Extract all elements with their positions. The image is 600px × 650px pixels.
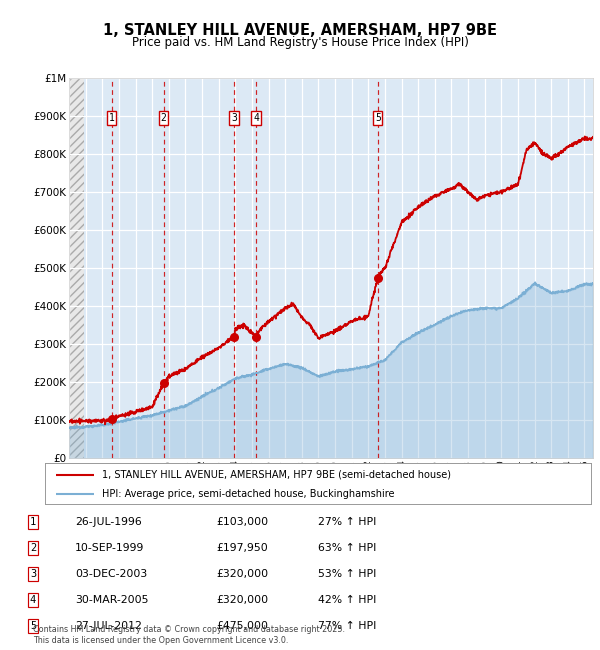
- Text: Contains HM Land Registry data © Crown copyright and database right 2025.
This d: Contains HM Land Registry data © Crown c…: [33, 625, 345, 645]
- Text: 27-JUL-2012: 27-JUL-2012: [75, 621, 142, 631]
- Text: 03-DEC-2003: 03-DEC-2003: [75, 569, 147, 579]
- Text: 27% ↑ HPI: 27% ↑ HPI: [318, 517, 376, 527]
- Text: £475,000: £475,000: [216, 621, 268, 631]
- Text: 2: 2: [161, 113, 167, 123]
- Text: 63% ↑ HPI: 63% ↑ HPI: [318, 543, 376, 553]
- Text: 4: 4: [253, 113, 259, 123]
- Text: Price paid vs. HM Land Registry's House Price Index (HPI): Price paid vs. HM Land Registry's House …: [131, 36, 469, 49]
- Text: 3: 3: [30, 569, 36, 579]
- Text: 1: 1: [30, 517, 36, 527]
- Text: 5: 5: [375, 113, 381, 123]
- Text: 2: 2: [30, 543, 36, 553]
- Text: £197,950: £197,950: [216, 543, 268, 553]
- Text: 1: 1: [109, 113, 115, 123]
- Text: 30-MAR-2005: 30-MAR-2005: [75, 595, 149, 605]
- Text: 3: 3: [231, 113, 237, 123]
- Text: 53% ↑ HPI: 53% ↑ HPI: [318, 569, 376, 579]
- Text: 42% ↑ HPI: 42% ↑ HPI: [318, 595, 376, 605]
- Text: 77% ↑ HPI: 77% ↑ HPI: [318, 621, 376, 631]
- Text: £320,000: £320,000: [216, 595, 268, 605]
- Text: 5: 5: [30, 621, 36, 631]
- Text: 10-SEP-1999: 10-SEP-1999: [75, 543, 145, 553]
- Text: HPI: Average price, semi-detached house, Buckinghamshire: HPI: Average price, semi-detached house,…: [103, 489, 395, 499]
- Text: 4: 4: [30, 595, 36, 605]
- Bar: [69, 78, 84, 458]
- Text: £320,000: £320,000: [216, 569, 268, 579]
- Text: 1, STANLEY HILL AVENUE, AMERSHAM, HP7 9BE (semi-detached house): 1, STANLEY HILL AVENUE, AMERSHAM, HP7 9B…: [103, 470, 451, 480]
- Text: 1, STANLEY HILL AVENUE, AMERSHAM, HP7 9BE: 1, STANLEY HILL AVENUE, AMERSHAM, HP7 9B…: [103, 23, 497, 38]
- Text: 26-JUL-1996: 26-JUL-1996: [75, 517, 142, 527]
- Text: £103,000: £103,000: [216, 517, 268, 527]
